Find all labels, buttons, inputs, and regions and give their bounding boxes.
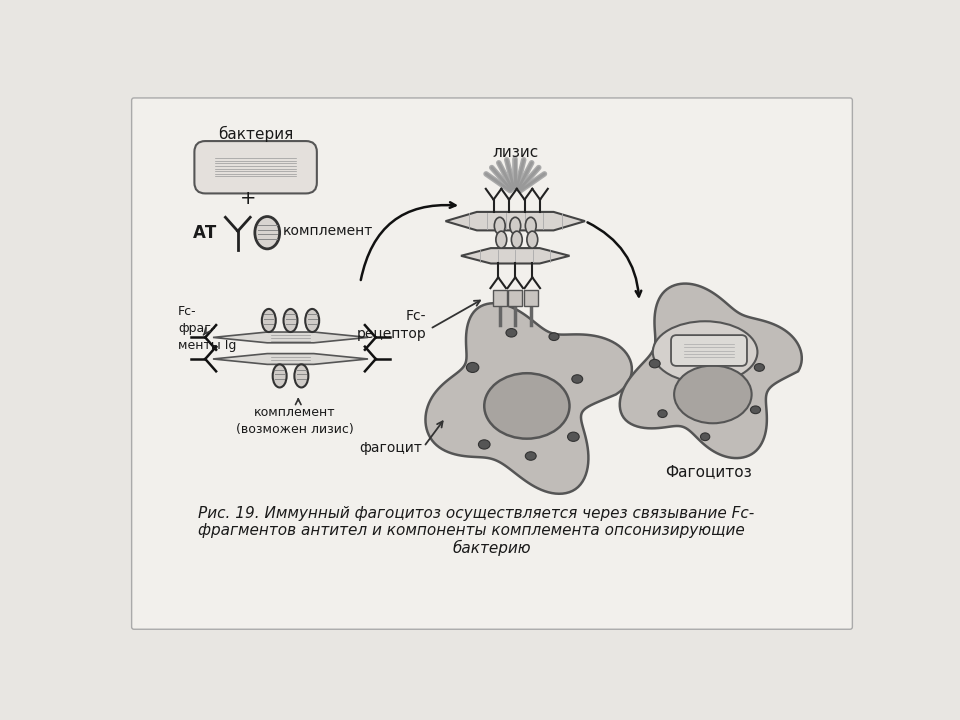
- Ellipse shape: [484, 373, 569, 438]
- Ellipse shape: [674, 366, 752, 423]
- Polygon shape: [620, 284, 802, 458]
- Ellipse shape: [478, 440, 490, 449]
- Polygon shape: [425, 303, 632, 494]
- Ellipse shape: [510, 217, 520, 234]
- Ellipse shape: [549, 333, 559, 341]
- Ellipse shape: [262, 309, 276, 332]
- Ellipse shape: [658, 410, 667, 418]
- Text: +: +: [240, 189, 256, 207]
- FancyBboxPatch shape: [492, 290, 507, 306]
- FancyBboxPatch shape: [132, 98, 852, 629]
- FancyBboxPatch shape: [508, 290, 522, 306]
- Ellipse shape: [649, 359, 660, 368]
- Text: Рис. 19. Иммунный фагоцитоз осуществляется через связывание Fc-: Рис. 19. Иммунный фагоцитоз осуществляет…: [198, 506, 754, 521]
- Polygon shape: [461, 248, 569, 264]
- Ellipse shape: [506, 328, 516, 337]
- Ellipse shape: [295, 364, 308, 387]
- Ellipse shape: [273, 364, 287, 387]
- Text: комплемент
(возможен лизис): комплемент (возможен лизис): [235, 406, 353, 436]
- Ellipse shape: [512, 231, 522, 248]
- Text: лизис: лизис: [492, 145, 539, 160]
- Ellipse shape: [467, 362, 479, 372]
- Ellipse shape: [305, 309, 319, 332]
- Ellipse shape: [494, 217, 505, 234]
- Text: фагоцит: фагоцит: [359, 441, 422, 455]
- Text: бактерию: бактерию: [453, 540, 531, 556]
- Ellipse shape: [283, 309, 298, 332]
- FancyBboxPatch shape: [524, 290, 538, 306]
- Text: фрагментов антител и компоненты комплемента опсонизирующие: фрагментов антител и компоненты комплеме…: [198, 523, 744, 538]
- Ellipse shape: [567, 432, 579, 441]
- Polygon shape: [213, 354, 368, 364]
- Ellipse shape: [527, 231, 538, 248]
- Ellipse shape: [751, 406, 760, 414]
- FancyBboxPatch shape: [671, 335, 747, 366]
- Ellipse shape: [525, 217, 537, 234]
- Ellipse shape: [572, 375, 583, 383]
- Ellipse shape: [254, 217, 279, 249]
- Ellipse shape: [755, 364, 764, 372]
- Polygon shape: [445, 212, 585, 230]
- Text: бактерия: бактерия: [218, 126, 293, 142]
- Ellipse shape: [653, 321, 757, 383]
- Text: АТ: АТ: [193, 224, 217, 242]
- Text: Фагоцитоз: Фагоцитоз: [665, 464, 753, 479]
- Polygon shape: [213, 332, 368, 343]
- Ellipse shape: [496, 231, 507, 248]
- Text: комплемент: комплемент: [283, 224, 373, 238]
- Text: Fc-
фраг-
менты Ig: Fc- фраг- менты Ig: [179, 305, 236, 353]
- Ellipse shape: [525, 451, 537, 460]
- Ellipse shape: [701, 433, 709, 441]
- Text: Fc-
рецептор: Fc- рецептор: [356, 309, 426, 341]
- FancyBboxPatch shape: [194, 141, 317, 194]
